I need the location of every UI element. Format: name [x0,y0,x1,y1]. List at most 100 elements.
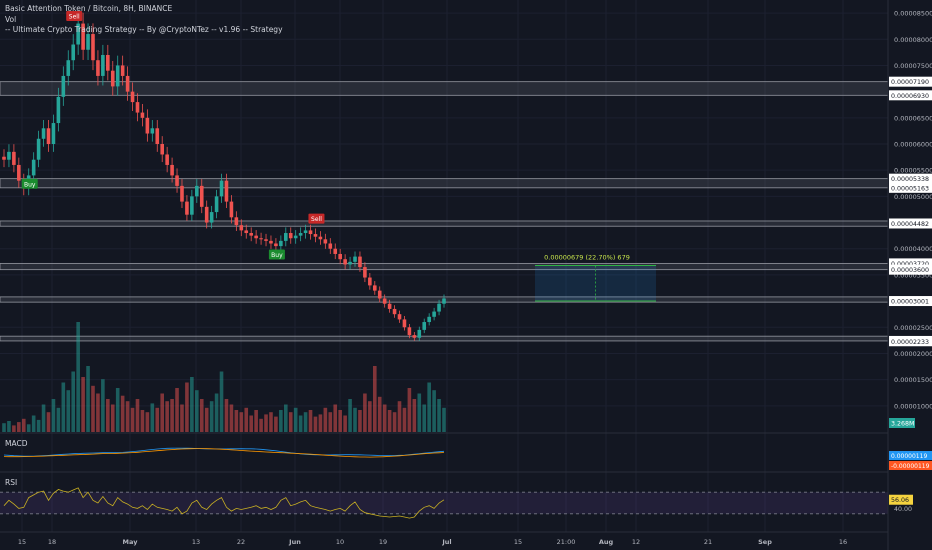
strategy-indicator-label[interactable]: -- Ultimate Crypto Trading Strategy -- B… [5,25,283,34]
candle-body [204,206,209,223]
symbol-title[interactable]: Basic Attention Token / Bitcoin, 8H, BIN… [5,4,173,13]
macd-label[interactable]: MACD [5,439,28,448]
volume-indicator-label[interactable]: Vol [5,14,17,24]
rsi-line [3,487,445,519]
grid [0,0,888,532]
macd-signal-line [3,448,445,458]
candle-body [363,267,367,278]
candle-body [298,233,303,236]
candle-body [269,240,273,244]
price-tick-label: 0.00003500 [894,271,932,279]
level-label: 0.00003001 [891,299,929,306]
candle-body [313,234,318,237]
volume-bar [422,404,427,432]
volume-bar [328,412,333,432]
candle-body [140,112,145,118]
volume-bar [363,393,367,432]
candle-body [318,236,323,240]
volume-bar [106,399,110,432]
candle-body [61,75,66,97]
volume-bar [7,421,11,432]
volume-bar [17,422,21,432]
volume-bar [130,407,135,432]
volume-bar [91,385,95,432]
candle-body [170,164,174,176]
volume-bar [338,410,342,432]
rsi-pane[interactable]: 56.06 40.00 [0,487,913,519]
volume-bar [96,393,100,432]
volume-bar [26,424,31,432]
buy-signal-badge [21,178,38,189]
time-tick-label: 13 [192,538,200,546]
candle-body [422,322,427,330]
candle-body [293,235,298,239]
measure-tool[interactable] [535,264,656,302]
time-tick-label: May [123,538,139,546]
candle-body [185,201,189,215]
candle-body [41,128,46,139]
price-tick-label: 0.00005500 [894,167,932,175]
candle-body [2,156,6,160]
volume-bar [264,414,268,432]
volume-bar [308,410,313,432]
macd-pane[interactable]: 0.00000119 -0.00000119 [0,432,932,473]
volume-bar [348,399,352,432]
candle-body [259,238,263,240]
candle-body [175,175,179,186]
volume-bar [239,412,244,432]
volume-bar [219,371,224,432]
time-axis[interactable]: 15 18 May 13 22 Jun 10 19 Jul 15 21:00 Aug 12 21 Sep 16 [0,531,888,546]
volume-bar [259,418,263,432]
volume-bar [244,407,249,432]
volume-bar [279,410,283,432]
buy-signal-label: Buy [24,181,36,188]
time-tick-label: 21:00 [557,538,576,546]
price-tick-label: 0.00002500 [894,324,932,332]
price-tick-label: 0.00001500 [894,376,932,384]
price-axis[interactable]: 0.00008500 0.00008000 0.00007500 0.00006500… [887,0,932,550]
volume-bar [358,410,362,432]
candle-body [209,212,214,223]
candle-body [66,60,71,76]
level-label: 0.00007190 [891,79,929,86]
candle-body [224,180,229,202]
volume-bar [432,390,436,432]
level-label: 0.00003600 [891,267,929,274]
candle-body [76,23,80,45]
candle-body [106,54,110,71]
volume-bar [214,393,219,432]
candle-body [160,144,165,155]
volume-bar [288,412,293,432]
sell-signal-badge [308,213,325,224]
volume-bar [71,371,76,432]
volume-bar [313,416,318,432]
price-tick-label: 0.00008000 [894,36,932,44]
candle-body [437,303,441,312]
candle-body [145,117,150,134]
rsi-label[interactable]: RSI [5,478,18,487]
volume-bar [41,404,46,432]
macd-line [3,447,445,457]
level-label-bg [889,182,932,193]
level-label-bg [889,336,932,347]
volume-bar [175,388,179,432]
time-tick-label: 16 [839,538,847,546]
volume-bar [36,419,41,432]
time-tick-label: Aug [599,538,614,546]
volume-bar [204,407,209,432]
candle-body [303,230,308,234]
candle-body [254,235,258,239]
candle-body [155,128,160,144]
level-label: 0.00006930 [891,93,929,100]
candle-body [283,233,288,241]
volume-bar [209,401,214,432]
candle-body [71,44,76,61]
sell-signal-label: Sell [69,13,80,20]
macd-signal-bg [889,461,932,470]
sell-signal-label: Sell [311,216,322,223]
price-tick-label: 0.00008500 [894,10,932,18]
volume-bar [21,418,26,432]
volume-bar [86,366,90,432]
time-tick-label: 22 [237,538,245,546]
